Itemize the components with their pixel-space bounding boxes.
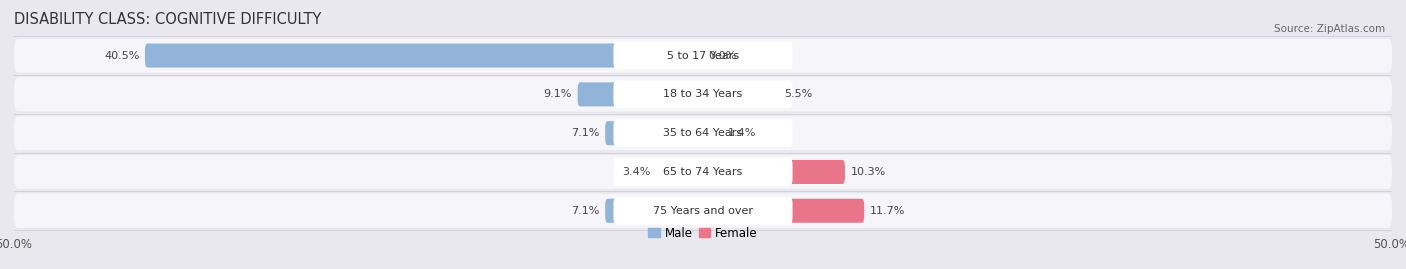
- Text: 5.5%: 5.5%: [785, 89, 813, 99]
- FancyBboxPatch shape: [703, 82, 779, 106]
- Text: DISABILITY CLASS: COGNITIVE DIFFICULTY: DISABILITY CLASS: COGNITIVE DIFFICULTY: [14, 12, 322, 27]
- FancyBboxPatch shape: [605, 121, 703, 145]
- Legend: Male, Female: Male, Female: [644, 222, 762, 244]
- FancyBboxPatch shape: [14, 38, 1392, 73]
- Text: 40.5%: 40.5%: [104, 51, 139, 61]
- FancyBboxPatch shape: [578, 82, 703, 106]
- FancyBboxPatch shape: [14, 155, 1392, 189]
- Text: 75 Years and over: 75 Years and over: [652, 206, 754, 216]
- Text: 65 to 74 Years: 65 to 74 Years: [664, 167, 742, 177]
- Text: 9.1%: 9.1%: [544, 89, 572, 99]
- FancyBboxPatch shape: [613, 197, 793, 225]
- Text: 5 to 17 Years: 5 to 17 Years: [666, 51, 740, 61]
- FancyBboxPatch shape: [703, 121, 723, 145]
- Text: Source: ZipAtlas.com: Source: ZipAtlas.com: [1274, 24, 1385, 34]
- FancyBboxPatch shape: [14, 116, 1392, 150]
- Text: 1.4%: 1.4%: [728, 128, 756, 138]
- Text: 18 to 34 Years: 18 to 34 Years: [664, 89, 742, 99]
- FancyBboxPatch shape: [14, 194, 1392, 228]
- Text: 10.3%: 10.3%: [851, 167, 886, 177]
- Text: 7.1%: 7.1%: [571, 206, 599, 216]
- FancyBboxPatch shape: [605, 199, 703, 223]
- FancyBboxPatch shape: [703, 160, 845, 184]
- Text: 0.0%: 0.0%: [709, 51, 737, 61]
- FancyBboxPatch shape: [703, 199, 865, 223]
- FancyBboxPatch shape: [14, 77, 1392, 111]
- Text: 11.7%: 11.7%: [870, 206, 905, 216]
- FancyBboxPatch shape: [613, 158, 793, 186]
- FancyBboxPatch shape: [613, 80, 793, 108]
- Text: 7.1%: 7.1%: [571, 128, 599, 138]
- FancyBboxPatch shape: [145, 44, 703, 68]
- FancyBboxPatch shape: [613, 42, 793, 69]
- Text: 35 to 64 Years: 35 to 64 Years: [664, 128, 742, 138]
- FancyBboxPatch shape: [657, 160, 703, 184]
- FancyBboxPatch shape: [613, 119, 793, 147]
- Text: 3.4%: 3.4%: [623, 167, 651, 177]
